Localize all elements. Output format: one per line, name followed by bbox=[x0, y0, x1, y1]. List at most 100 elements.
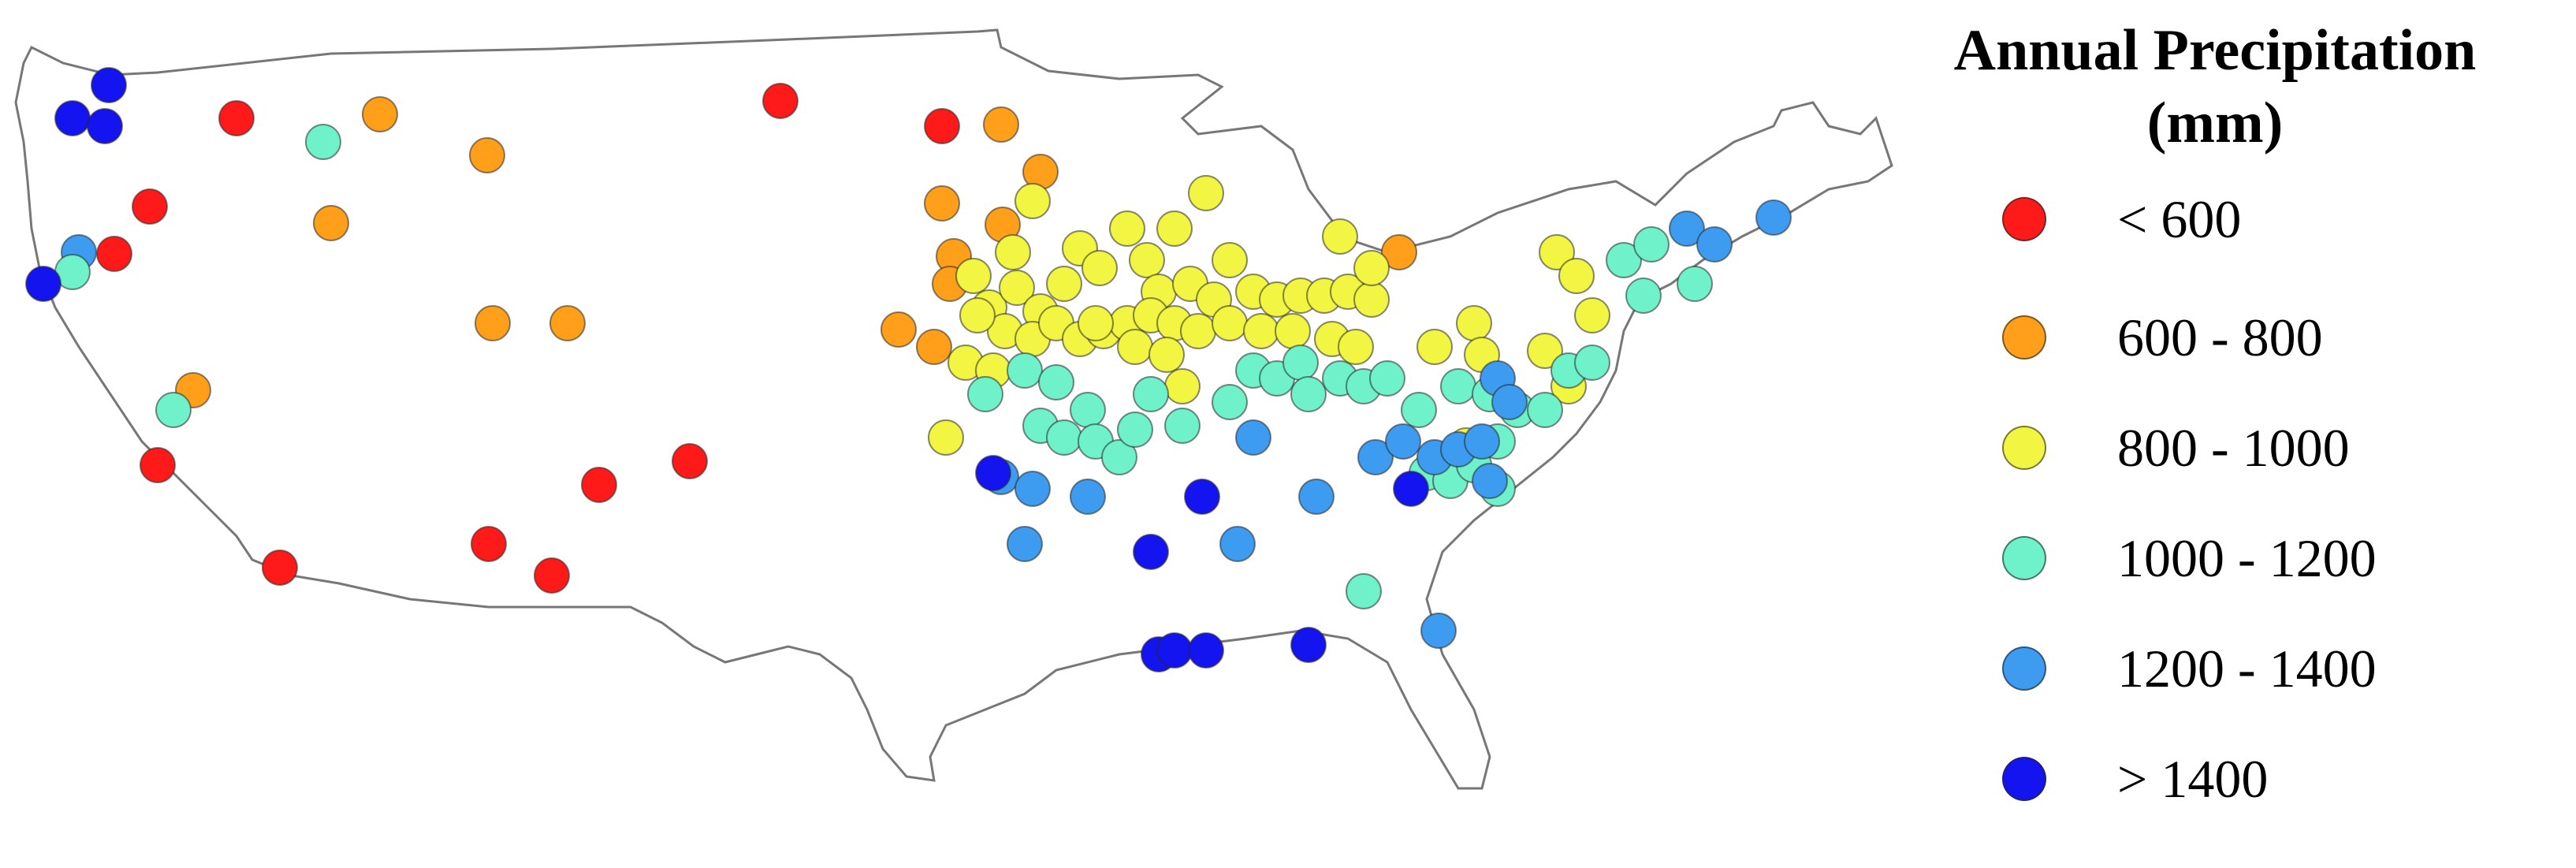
station-marker bbox=[975, 455, 1011, 491]
station-marker bbox=[1007, 352, 1043, 389]
station-marker bbox=[1420, 613, 1457, 649]
station-marker bbox=[1393, 471, 1429, 507]
station-marker bbox=[880, 311, 917, 348]
station-marker bbox=[672, 443, 708, 479]
legend-item-800-1000: 800 - 1000 bbox=[2002, 416, 2350, 479]
station-marker bbox=[362, 96, 398, 132]
station-marker bbox=[924, 108, 960, 144]
legend-item-gt1400: > 1400 bbox=[2002, 747, 2268, 810]
station-marker bbox=[1046, 419, 1082, 456]
station-marker bbox=[1633, 226, 1670, 263]
station-marker bbox=[1353, 250, 1390, 286]
station-marker bbox=[1401, 392, 1437, 428]
station-marker bbox=[1081, 250, 1118, 286]
station-marker bbox=[140, 447, 176, 483]
station-marker bbox=[1539, 234, 1575, 270]
station-marker bbox=[1440, 368, 1476, 404]
station-marker bbox=[1491, 384, 1528, 420]
station-marker bbox=[1669, 210, 1705, 247]
station-marker bbox=[1527, 392, 1563, 428]
station-marker bbox=[924, 185, 960, 222]
station-marker bbox=[1129, 242, 1165, 278]
legend-item-1200-1400: 1200 - 1400 bbox=[2002, 637, 2377, 700]
legend-item-600-800: 600 - 800 bbox=[2002, 306, 2323, 369]
legend-dot-600-800 bbox=[2002, 315, 2046, 359]
legend-label-lt600: < 600 bbox=[2117, 188, 2242, 249]
legend-item-lt600: < 600 bbox=[2002, 188, 2241, 251]
station-marker bbox=[1133, 534, 1169, 570]
station-marker bbox=[262, 549, 298, 586]
station-marker bbox=[1164, 368, 1201, 404]
station-marker bbox=[471, 526, 507, 562]
station-marker bbox=[1677, 266, 1713, 302]
station-marker bbox=[1007, 526, 1043, 562]
station-marker bbox=[1696, 226, 1733, 263]
station-marker bbox=[91, 67, 127, 103]
station-marker bbox=[1117, 412, 1153, 448]
legend-label-800-1000: 800 - 1000 bbox=[2117, 417, 2350, 478]
station-marker bbox=[1381, 234, 1417, 270]
station-marker bbox=[1188, 175, 1224, 211]
station-marker bbox=[1184, 479, 1220, 515]
station-marker bbox=[1338, 329, 1374, 365]
station-marker bbox=[1606, 242, 1642, 278]
station-marker bbox=[581, 467, 617, 503]
station-marker bbox=[1212, 384, 1248, 420]
legend-label-1200-1400: 1200 - 1400 bbox=[2117, 638, 2377, 698]
station-marker bbox=[1472, 463, 1508, 499]
station-marker bbox=[1369, 360, 1405, 397]
station-marker bbox=[534, 557, 570, 594]
station-marker bbox=[25, 266, 61, 302]
station-marker bbox=[1109, 210, 1145, 247]
legend-dot-800-1000 bbox=[2002, 426, 2046, 470]
station-marker bbox=[132, 188, 168, 225]
station-marker bbox=[54, 100, 91, 136]
station-marker bbox=[1755, 199, 1792, 236]
legend-title: Annual Precipitation (mm) bbox=[1860, 14, 2570, 159]
legend-label-600-800: 600 - 800 bbox=[2117, 307, 2323, 367]
station-marker bbox=[1212, 242, 1248, 278]
legend-label-gt1400: > 1400 bbox=[2117, 748, 2269, 809]
station-marker bbox=[1070, 479, 1106, 515]
legend-title-line2: (mm) bbox=[2146, 91, 2284, 155]
station-marker bbox=[1357, 439, 1394, 475]
station-marker bbox=[1156, 632, 1193, 669]
station-marker bbox=[959, 297, 996, 333]
station-marker bbox=[1133, 376, 1169, 412]
legend-title-line1: Annual Precipitation bbox=[1953, 18, 2477, 83]
station-marker bbox=[1456, 305, 1492, 341]
station-marker bbox=[1527, 333, 1563, 369]
station-marker bbox=[96, 236, 132, 272]
station-marker bbox=[1046, 266, 1082, 302]
station-marker bbox=[1101, 439, 1137, 475]
station-marker bbox=[1625, 278, 1662, 314]
station-marker bbox=[1416, 329, 1453, 365]
station-marker bbox=[1070, 392, 1106, 428]
station-marker bbox=[1235, 419, 1271, 456]
station-marker bbox=[1353, 281, 1390, 318]
station-marker bbox=[1038, 364, 1074, 400]
station-marker bbox=[1164, 408, 1201, 444]
station-marker bbox=[1078, 305, 1114, 341]
station-marker bbox=[1117, 329, 1153, 365]
station-marker bbox=[1014, 183, 1051, 219]
station-marker bbox=[762, 83, 798, 119]
station-marker bbox=[155, 392, 192, 428]
station-marker bbox=[1014, 471, 1051, 507]
station-marker bbox=[549, 305, 586, 341]
station-marker bbox=[218, 100, 255, 136]
station-marker bbox=[475, 305, 511, 341]
station-marker bbox=[916, 329, 952, 365]
station-marker bbox=[1346, 573, 1382, 609]
station-marker bbox=[469, 137, 505, 173]
station-marker bbox=[1464, 423, 1500, 460]
station-marker bbox=[1219, 526, 1256, 562]
station-markers bbox=[25, 67, 1792, 672]
station-marker bbox=[1385, 423, 1421, 460]
station-marker bbox=[1574, 297, 1610, 333]
station-marker bbox=[983, 106, 1019, 143]
station-marker bbox=[1574, 345, 1610, 381]
legend-dot-gt1400 bbox=[2002, 757, 2046, 801]
station-marker bbox=[967, 376, 1003, 412]
